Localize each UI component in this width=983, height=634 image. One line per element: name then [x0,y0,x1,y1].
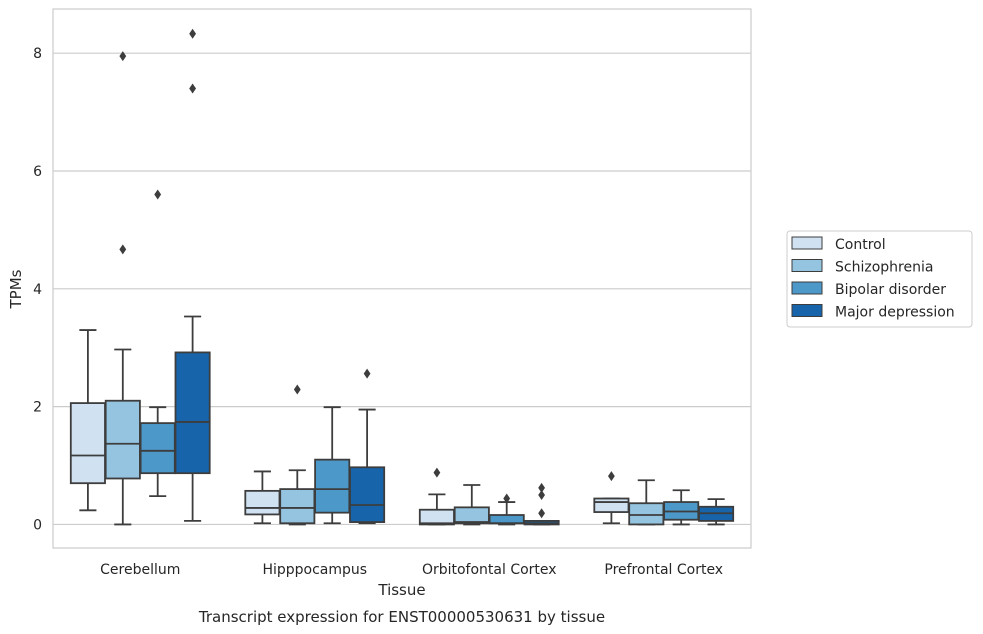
x-tick-label: Hipppocampus [262,562,367,578]
box-plot-area [69,28,735,526]
box-control [593,471,630,525]
y-tick-label: 2 [33,400,42,416]
outlier-point [119,244,127,255]
box-body [314,458,351,514]
y-tick-label: 0 [33,517,42,533]
x-axis-label: Tissue [377,581,425,599]
box-major-depression [698,498,735,526]
y-axis-label: TPMs [7,269,25,309]
outlier-point [433,467,441,478]
legend-label: Major depression [835,305,955,321]
box-body [593,497,630,513]
plot-frame [52,8,752,549]
box-bipolar-disorder [139,189,176,498]
box-schizophrenia [628,479,665,526]
box-body [279,488,316,525]
y-tick-label: 6 [33,164,42,180]
legend-label: Schizophrenia [835,260,933,276]
legend-label: Bipolar disorder [835,282,946,298]
y-axis-ticks: 0 2 4 6 8 [33,46,42,533]
box-body [139,422,176,475]
box-bipolar-disorder [663,489,700,526]
box-control [244,470,281,525]
x-tick-label: Prefrontal Cortex [604,562,723,578]
box-control [418,467,455,526]
box-major-depression [349,368,386,525]
x-tick-label: Orbitofontal Cortex [422,562,557,578]
box-major-depression [523,482,560,526]
box-body [104,399,141,480]
box-body [628,502,665,526]
box-control [69,329,106,512]
legend-swatch [791,281,823,295]
outlier-point [538,482,545,493]
outlier-point [538,489,545,500]
box-body [453,506,490,525]
chart-caption: Transcript expression for ENST0000053063… [198,608,605,626]
box-schizophrenia [453,484,490,526]
outlier-point [293,384,301,395]
box-schizophrenia [104,51,141,526]
y-tick-label: 8 [33,46,42,62]
legend-label: Control [835,237,886,253]
outlier-point [189,28,196,39]
outlier-point [503,493,511,504]
box-body [488,514,525,525]
legend-swatch [791,304,823,317]
box-bipolar-disorder [314,406,351,525]
x-axis-ticks: Cerebellum Hipppocampus Orbitofontal Corte… [100,562,723,578]
outlier-point [538,508,545,519]
legend-swatch [791,259,823,272]
box-body [244,489,281,516]
x-tick-label: Cerebellum [100,562,180,578]
legend: Control Schizophrenia Bipolar disorder Majo… [786,230,973,328]
box-body [174,351,211,475]
legend-frame [786,230,973,328]
outlier-point [608,471,615,482]
outlier-point [119,51,127,62]
box-major-depression [174,28,211,522]
legend-swatch [791,236,823,250]
outlier-point [363,368,371,379]
box-body [418,508,455,526]
outlier-point [189,83,196,94]
y-tick-label: 4 [33,282,42,298]
box-body [349,466,386,523]
box-bipolar-disorder [488,493,525,526]
outlier-point [154,189,162,200]
box-schizophrenia [279,384,316,526]
box-body [69,402,106,485]
